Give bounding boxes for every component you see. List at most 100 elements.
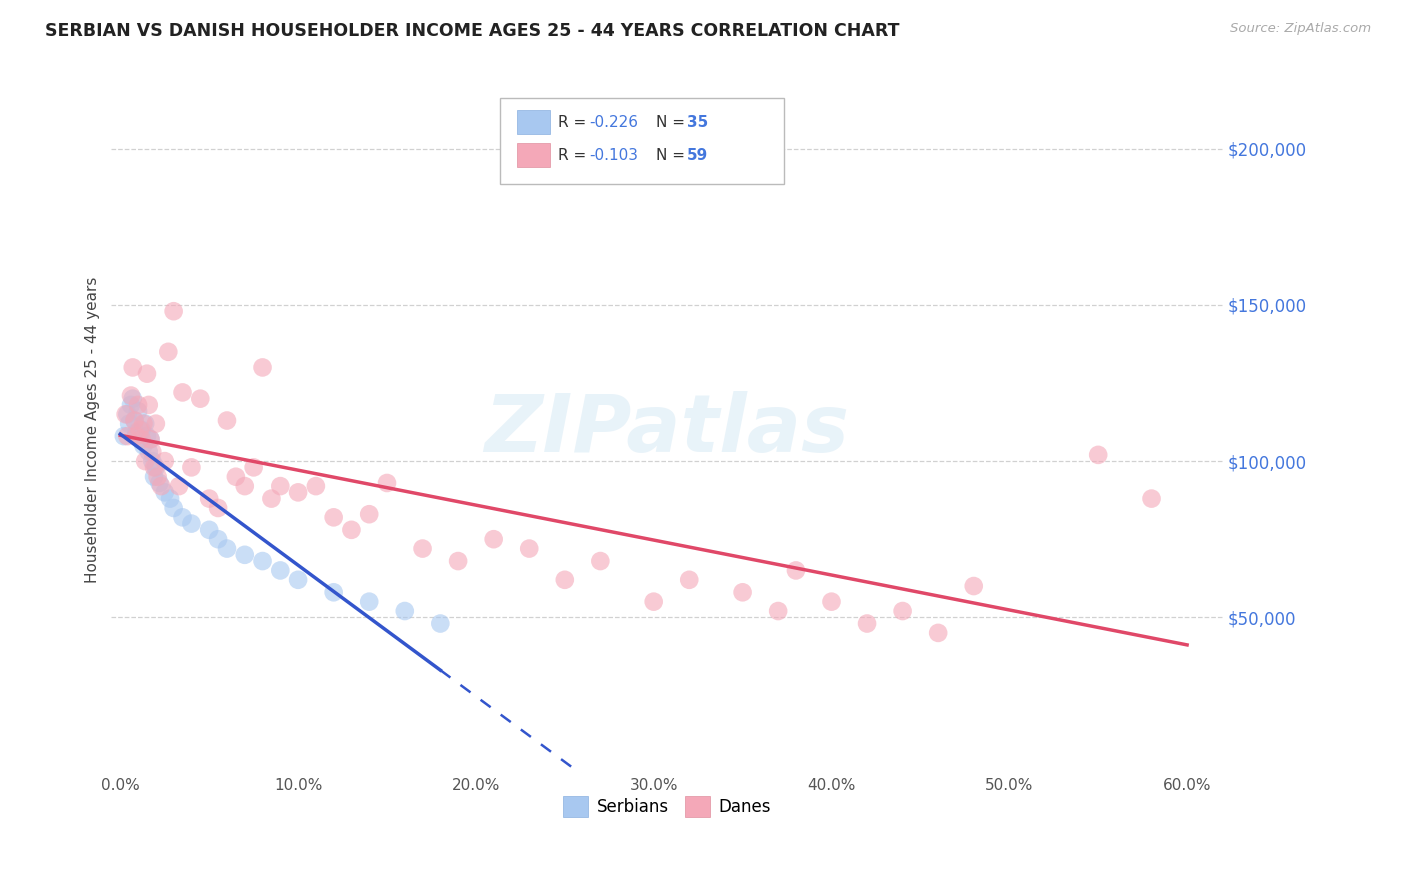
Text: -0.103: -0.103: [589, 147, 638, 162]
Point: [1087, 448, 1109, 462]
Point: [517, 541, 540, 556]
Point: [891, 604, 914, 618]
Point: [127, 398, 149, 412]
Point: [139, 432, 162, 446]
Point: [766, 604, 789, 618]
Text: 35: 35: [688, 114, 709, 129]
Point: [157, 344, 180, 359]
Point: [162, 304, 184, 318]
Point: [198, 523, 221, 537]
Point: [927, 626, 949, 640]
Point: [643, 595, 665, 609]
Point: [141, 454, 163, 468]
Point: [138, 444, 160, 458]
Point: [143, 469, 166, 483]
Point: [134, 454, 156, 468]
Point: [785, 563, 807, 577]
Text: 59: 59: [688, 147, 709, 162]
Text: SERBIAN VS DANISH HOUSEHOLDER INCOME AGES 25 - 44 YEARS CORRELATION CHART: SERBIAN VS DANISH HOUSEHOLDER INCOME AGE…: [45, 22, 900, 40]
Point: [340, 523, 363, 537]
Point: [117, 429, 139, 443]
Point: [120, 398, 142, 412]
Point: [132, 438, 155, 452]
Point: [963, 579, 986, 593]
Point: [128, 423, 150, 437]
Point: [131, 423, 153, 437]
Point: [153, 485, 176, 500]
Point: [167, 479, 190, 493]
Point: [131, 432, 153, 446]
Point: [180, 516, 202, 531]
Point: [125, 429, 148, 443]
Point: [322, 510, 344, 524]
Point: [127, 404, 149, 418]
Point: [146, 469, 169, 483]
Point: [136, 429, 159, 443]
Point: [188, 392, 211, 406]
Point: [180, 460, 202, 475]
Point: [359, 595, 381, 609]
Point: [305, 479, 328, 493]
Text: R =: R =: [558, 147, 592, 162]
Point: [120, 388, 142, 402]
Text: -0.226: -0.226: [589, 114, 638, 129]
Point: [132, 417, 155, 431]
Point: [269, 563, 291, 577]
Point: [172, 385, 194, 400]
Point: [678, 573, 700, 587]
Point: [412, 541, 434, 556]
Point: [322, 585, 344, 599]
Point: [139, 432, 162, 446]
Point: [287, 573, 309, 587]
Point: [153, 454, 176, 468]
Bar: [517, 110, 550, 135]
Point: [145, 460, 167, 475]
Point: [856, 616, 879, 631]
Legend: Serbians, Danes: Serbians, Danes: [557, 789, 778, 823]
Text: Source: ZipAtlas.com: Source: ZipAtlas.com: [1230, 22, 1371, 36]
Point: [215, 541, 238, 556]
Point: [394, 604, 416, 618]
Point: [118, 417, 141, 431]
Point: [252, 360, 274, 375]
Point: [134, 417, 156, 431]
FancyBboxPatch shape: [501, 98, 783, 184]
Point: [215, 413, 238, 427]
Point: [287, 485, 309, 500]
Point: [731, 585, 754, 599]
Point: [145, 417, 167, 431]
Point: [162, 500, 184, 515]
Point: [1140, 491, 1163, 506]
Point: [138, 398, 160, 412]
Point: [252, 554, 274, 568]
Point: [136, 367, 159, 381]
Text: N =: N =: [657, 147, 690, 162]
Point: [150, 479, 173, 493]
Point: [260, 491, 283, 506]
Point: [141, 444, 163, 458]
Point: [269, 479, 291, 493]
Point: [242, 460, 264, 475]
Point: [429, 616, 451, 631]
Point: [128, 432, 150, 446]
Point: [112, 429, 135, 443]
Point: [121, 392, 143, 406]
Text: ZIPatlas: ZIPatlas: [485, 391, 849, 469]
Bar: [517, 143, 550, 168]
Point: [589, 554, 612, 568]
Text: N =: N =: [657, 114, 690, 129]
Point: [125, 425, 148, 440]
Point: [233, 548, 256, 562]
Point: [143, 460, 166, 475]
Text: R =: R =: [558, 114, 592, 129]
Y-axis label: Householder Income Ages 25 - 44 years: Householder Income Ages 25 - 44 years: [86, 277, 100, 583]
Point: [225, 469, 247, 483]
Point: [233, 479, 256, 493]
Point: [375, 475, 398, 490]
Point: [114, 407, 136, 421]
Point: [207, 532, 229, 546]
Point: [117, 407, 139, 421]
Point: [820, 595, 842, 609]
Point: [121, 360, 143, 375]
Point: [172, 510, 194, 524]
